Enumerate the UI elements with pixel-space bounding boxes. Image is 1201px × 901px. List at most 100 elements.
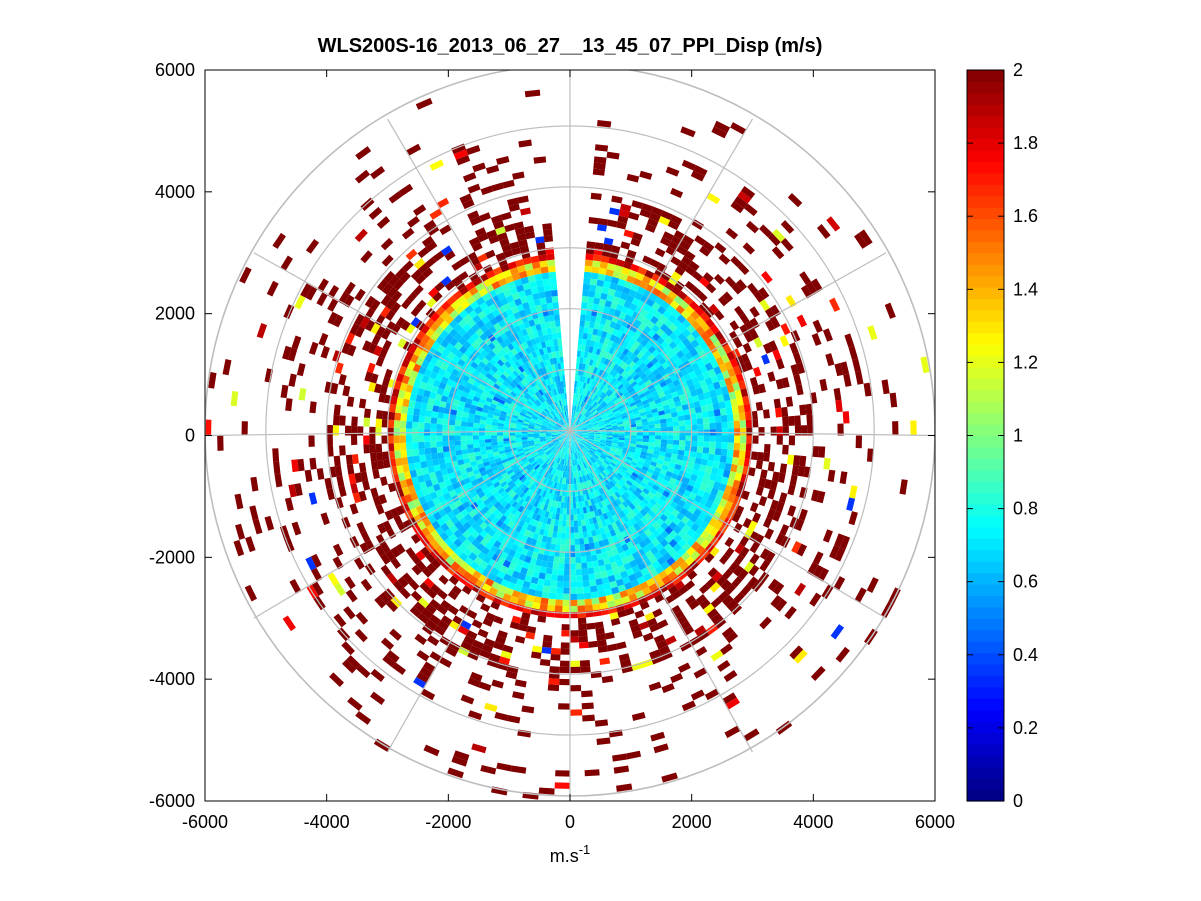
range-gate-cell [608,375,615,383]
range-gate-cell [613,290,623,299]
range-gate-cell [572,417,574,424]
range-gate-cell [554,449,559,455]
range-gate-cell [697,435,704,442]
range-gate-cell [690,522,700,532]
range-gate-cell [590,192,602,200]
range-gate-cell [442,440,449,447]
range-gate-cell [742,342,752,354]
range-gate-cell [593,402,599,409]
range-gate-cell [507,520,515,528]
range-gate-cell [627,477,635,484]
range-gate-cell [724,725,741,739]
range-gate-cell [634,497,642,505]
range-gate-cell [694,406,702,414]
range-gate-cell [632,507,640,515]
range-gate-cell [384,368,393,379]
range-gate-cell [503,401,511,408]
range-gate-cell [700,405,708,413]
range-gate-cell [393,435,400,444]
range-gate-cell [377,523,387,534]
range-gate-cell [485,445,493,451]
range-gate-cell [597,119,612,128]
range-gate-cell [320,345,330,359]
range-gate-cell [415,97,433,110]
range-gate-cell [488,459,496,465]
range-gate-cell [646,413,654,419]
range-gate-cell [233,539,245,557]
range-gate-cell [658,570,668,580]
range-gate-cell [599,527,606,535]
range-gate-cell [541,423,548,428]
range-gate-cell [564,557,570,564]
range-gate-cell [249,505,259,521]
range-gate-cell [553,395,558,402]
range-gate-cell [480,324,489,333]
range-gate-cell [580,314,586,321]
range-gate-cell [643,572,653,582]
range-gate-cell [659,468,668,476]
range-gate-cell [496,535,505,544]
range-gate-cell [681,524,691,534]
range-gate-cell [288,373,297,387]
range-gate-cell [641,445,649,450]
range-gate-cell [515,525,523,533]
range-gate-cell [483,533,493,542]
range-gate-cell [583,512,589,520]
range-gate-cell [608,488,615,496]
range-gate-cell [535,349,541,357]
range-gate-cell [555,469,560,477]
range-gate-cell [747,282,759,295]
range-gate-cell [738,450,746,459]
range-gate-cell [541,462,547,469]
range-gate-cell [338,485,347,497]
range-gate-cell [580,394,585,402]
range-gate-cell [579,442,586,446]
range-gate-cell [625,505,633,513]
range-gate-cell [575,431,582,434]
range-gate-cell [421,235,434,248]
range-gate-cell [711,467,719,475]
range-gate-cell [693,463,701,471]
range-gate-cell [479,332,488,342]
range-gate-cell [576,593,585,600]
range-gate-cell [620,493,628,501]
range-gate-cell [691,286,702,297]
range-gate-cell [810,489,820,502]
range-gate-cell [491,425,498,430]
range-gate-cell [581,363,586,371]
range-gate-cell [575,438,581,443]
range-gate-cell [734,472,743,482]
range-gate-cell [448,533,458,543]
range-gate-cell [793,649,808,664]
range-gate-cell [480,415,487,421]
range-gate-cell [445,556,455,566]
range-gate-cell [417,262,430,274]
range-gate-cell [626,456,633,462]
range-gate-cell [587,499,592,507]
range-gate-cell [571,459,573,466]
range-gate-cell [668,521,678,531]
range-gate-cell [613,410,620,415]
range-gate-cell [740,353,750,364]
range-gate-cell [571,441,574,448]
range-gate-cell [547,442,554,446]
range-gate-cell [570,666,581,674]
range-gate-cell [407,484,416,494]
range-gate-cell [543,446,549,451]
range-gate-cell [553,525,559,533]
range-gate-cell [637,405,645,411]
range-gate-cell [351,454,359,465]
range-gate-cell [679,435,686,441]
range-gate-cell [291,521,302,536]
range-gate-cell [669,477,677,485]
range-gate-cell [501,392,509,399]
range-gate-cell [541,454,547,459]
range-gate-cell [840,361,850,375]
range-gate-cell [345,454,353,465]
range-gate-cell [628,377,636,385]
range-gate-cell [528,443,535,447]
range-gate-cell [401,375,410,385]
range-gate-cell [473,422,480,428]
range-gate-cell [659,414,666,420]
range-gate-cell [737,404,745,414]
